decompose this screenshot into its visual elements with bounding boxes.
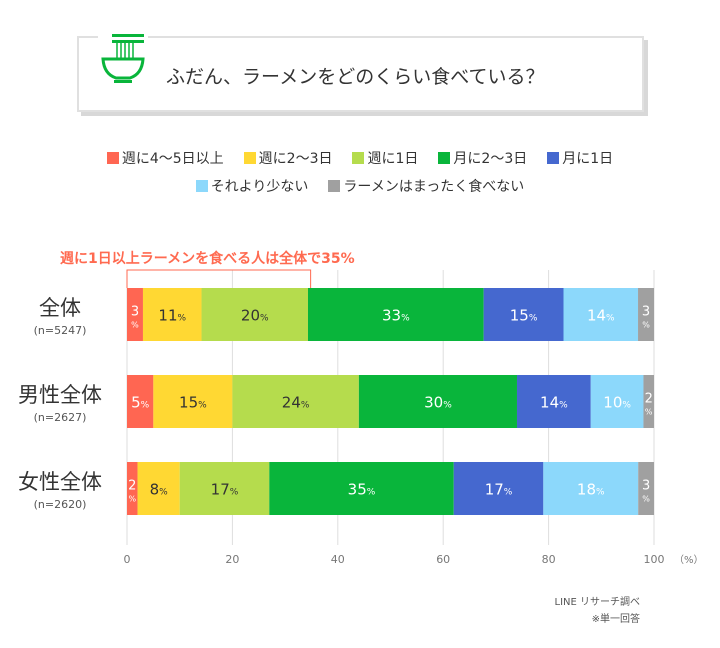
bar-segment: [232, 375, 359, 428]
annotation: 週に1日以上ラーメンを食べる人は全体で35%: [60, 251, 355, 267]
row-label: 女性全体 (n=2620): [0, 466, 120, 511]
bar-segment: [201, 288, 308, 341]
data-label: 3: [642, 479, 650, 494]
footnote: ※単一回答: [591, 614, 640, 625]
data-label-unit: %: [645, 408, 653, 417]
bar-segment: [483, 288, 564, 341]
legend-row-1: 週に4〜5日以上 週に2〜3日 週に1日 月に2〜3日 月に1日: [0, 148, 720, 168]
legend-item: 週に2〜3日: [243, 151, 333, 167]
legend-swatch: [438, 152, 451, 164]
legend-item: 週に1日: [352, 151, 418, 167]
legend-label: 週に2〜3日: [258, 151, 333, 167]
row-label-main: 全体: [39, 296, 81, 320]
legend-item: それより少ない: [195, 179, 309, 195]
bar-segment: [127, 288, 143, 341]
bar-segment: [590, 375, 644, 428]
x-tick-label: 0: [124, 553, 131, 566]
row-label-main: 男性全体: [18, 383, 102, 407]
bar-segment: [127, 462, 138, 515]
legend-label: ラーメンはまったく食べない: [343, 179, 525, 195]
data-label-unit: %: [642, 495, 650, 504]
legend-swatch: [106, 152, 119, 164]
data-label-unit: %: [131, 321, 139, 330]
row-label-n: (n=5247): [33, 324, 87, 337]
legend-label: 月に2〜3日: [453, 151, 528, 167]
legend-swatch: [195, 180, 208, 192]
row-label: 男性全体 (n=2627): [0, 379, 120, 424]
legend-swatch: [243, 152, 256, 164]
bar-segment: [638, 462, 654, 515]
legend-item: ラーメンはまったく食べない: [328, 179, 524, 195]
data-label-unit: %: [128, 495, 136, 504]
bar-segment: [516, 375, 591, 428]
bar-segment: [269, 462, 454, 515]
data-label: 3: [642, 305, 650, 320]
legend-item: 月に1日: [547, 151, 613, 167]
x-tick-label: 100: [644, 553, 665, 566]
row-label-n: (n=2627): [33, 411, 87, 424]
bar-segment: [358, 375, 517, 428]
x-tick-label: 40: [331, 553, 345, 566]
legend-label: 週に1日: [367, 151, 419, 167]
bar-segment: [543, 462, 639, 515]
legend-swatch: [352, 152, 365, 164]
bar-segment: [137, 462, 180, 515]
bar-segment: [643, 375, 654, 428]
bar-segment: [153, 375, 233, 428]
data-label: 3: [131, 305, 139, 320]
annotation-bracket: [126, 269, 312, 288]
row-label: 全体 (n=5247): [0, 292, 120, 337]
chart-title: ふだん、ラーメンをどのくらい食べている？: [166, 66, 545, 88]
data-label-unit: %: [642, 321, 650, 330]
bar-segment: [453, 462, 544, 515]
legend-swatch: [547, 152, 560, 164]
bar-segment: [563, 288, 639, 341]
ramen-bowl-icon: [98, 30, 148, 86]
bar-segment: [127, 375, 154, 428]
legend-item: 月に2〜3日: [438, 151, 527, 167]
bar-segment: [638, 288, 654, 341]
x-tick-label: 20: [225, 553, 239, 566]
source-note: LINE リサーチ調べ: [554, 597, 641, 608]
x-tick-label: 80: [542, 553, 556, 566]
data-label: 2: [128, 479, 136, 494]
x-unit-label: （%）: [674, 554, 704, 566]
legend-label: 月に1日: [562, 151, 614, 167]
data-label: 2: [645, 392, 653, 407]
title-box: [77, 36, 644, 112]
legend-item: 週に4〜5日以上: [106, 151, 224, 167]
legend-row-2: それより少ない ラーメンはまったく食べない: [0, 176, 720, 196]
bar-segment: [307, 288, 484, 341]
legend-label: それより少ない: [210, 179, 309, 195]
x-tick-label: 60: [436, 553, 450, 566]
bar-segment: [179, 462, 270, 515]
bar-segment: [142, 288, 202, 341]
row-label-n: (n=2620): [33, 498, 87, 511]
legend-label: 週に4〜5日以上: [121, 151, 224, 167]
row-label-main: 女性全体: [18, 470, 102, 494]
legend-swatch: [328, 180, 341, 192]
